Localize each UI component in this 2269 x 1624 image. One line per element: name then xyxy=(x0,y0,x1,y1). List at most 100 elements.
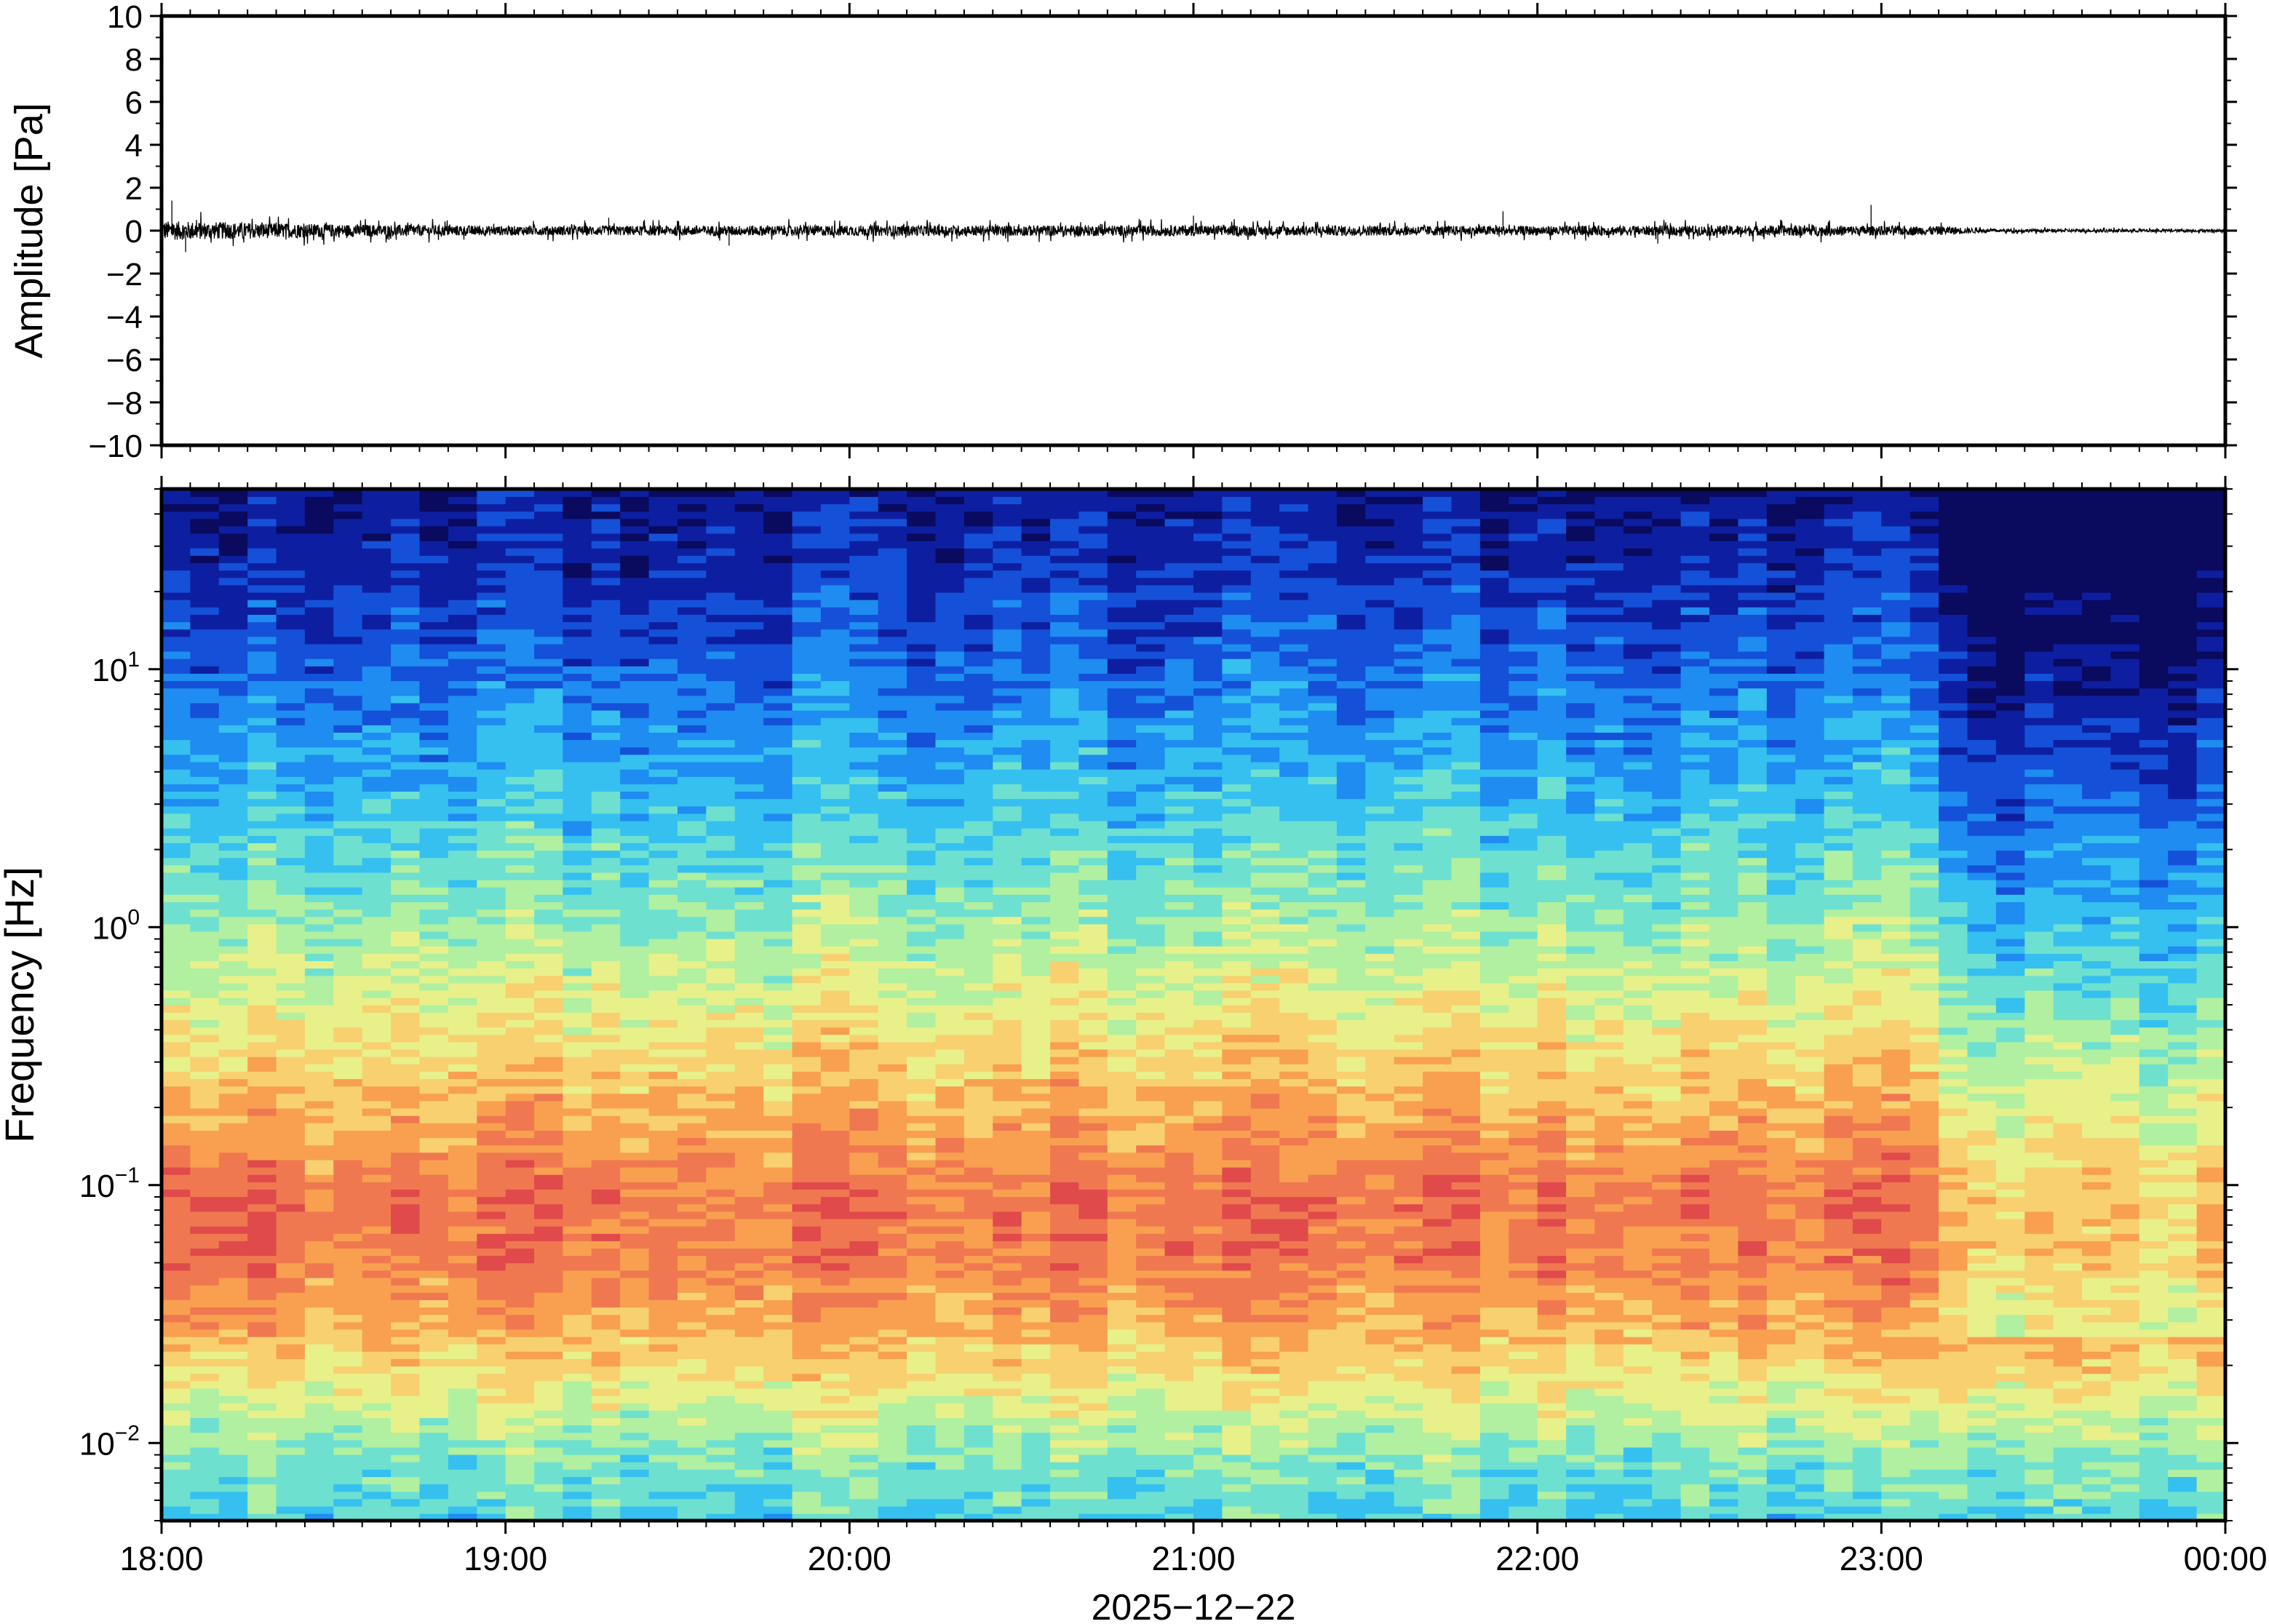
spectrogram-cell xyxy=(333,1182,363,1190)
spectrogram-cell xyxy=(677,784,707,792)
spectrogram-cell xyxy=(333,1064,363,1072)
spectrogram-cell xyxy=(935,1329,965,1337)
spectrogram-cell xyxy=(247,990,277,998)
spectrogram-cell xyxy=(1021,864,1051,873)
spectrogram-cell xyxy=(1021,555,1051,564)
spectrogram-cell xyxy=(677,577,707,586)
spectrogram-cell xyxy=(162,805,191,814)
spectrogram-cell xyxy=(190,1107,220,1116)
spectrogram-cell xyxy=(907,1277,937,1286)
spectrogram-cell xyxy=(620,680,650,689)
spectrogram-cell xyxy=(304,1041,335,1050)
spectrogram-cell xyxy=(963,1395,994,1404)
spectrogram-cell xyxy=(677,548,707,556)
spectrogram-cell xyxy=(935,894,965,902)
spectrogram-cell xyxy=(563,1373,592,1382)
spectrogram-cell xyxy=(792,1107,822,1116)
spectrogram-cell xyxy=(563,709,592,718)
spectrogram-cell xyxy=(1078,1380,1108,1389)
spectrogram-cell xyxy=(1050,570,1080,578)
spectrogram-cell xyxy=(276,1123,306,1131)
spectrogram-cell xyxy=(276,1462,306,1470)
spectrogram-cell xyxy=(218,798,248,807)
spectrogram-cell xyxy=(419,607,449,615)
spectrogram-cell xyxy=(1050,1491,1080,1500)
spectrogram-cell xyxy=(247,791,277,800)
spectrogram-cell xyxy=(1021,1366,1051,1374)
spectrogram-cell xyxy=(448,1130,478,1139)
spectrogram-cell xyxy=(534,1064,564,1072)
spectrogram-cell xyxy=(963,1417,994,1426)
spectrogram-cell xyxy=(448,1064,478,1072)
spectrogram-cell xyxy=(620,1159,650,1168)
spectrogram-cell xyxy=(648,1314,678,1323)
spectrogram-cell xyxy=(534,1366,564,1374)
spectrogram-cell xyxy=(362,1064,392,1072)
spectrogram-cell xyxy=(706,643,736,652)
spectrogram-cell xyxy=(963,1469,994,1477)
spectrogram-cell xyxy=(276,496,306,504)
spectrogram-cell xyxy=(648,1145,678,1153)
spectrogram-cell xyxy=(304,1262,335,1271)
spectrogram-cell xyxy=(820,1241,851,1249)
spectrogram-cell xyxy=(907,636,937,645)
spectrogram-cell xyxy=(477,709,506,718)
spectrogram-cell xyxy=(1107,1012,1137,1020)
spectrogram-cell xyxy=(993,975,1022,984)
spectrogram-cell xyxy=(362,1130,392,1139)
spectrogram-cell xyxy=(218,1115,248,1123)
spectrogram-cell xyxy=(763,607,793,615)
spectrogram-cell xyxy=(1021,1218,1051,1227)
spectrogram-cell xyxy=(1078,776,1108,784)
spectrogram-cell xyxy=(563,1174,592,1182)
spectrogram-cell xyxy=(247,776,277,784)
spectrogram-cell xyxy=(1107,614,1137,623)
spectrogram-cell xyxy=(419,1373,449,1382)
spectrogram-cell xyxy=(993,702,1022,711)
spectrogram-cell xyxy=(963,813,994,821)
spectrogram-cell xyxy=(190,1262,220,1271)
spectrogram-cell xyxy=(706,1233,736,1241)
spectrogram-cell xyxy=(792,872,822,880)
spectrogram-cell xyxy=(993,938,1022,947)
spectrogram-cell xyxy=(333,1203,363,1212)
spectrogram-cell xyxy=(419,1262,449,1271)
spectrogram-cell xyxy=(333,1307,363,1315)
spectrogram-cell xyxy=(162,518,191,527)
spectrogram-cell xyxy=(391,1462,421,1470)
spectrogram-cell xyxy=(935,1019,965,1028)
spectrogram-cell xyxy=(362,496,392,504)
spectrogram-cell xyxy=(505,1462,535,1470)
spectrogram-cell xyxy=(878,835,907,843)
spectrogram-cell xyxy=(878,1034,907,1043)
spectrogram-cell xyxy=(362,650,392,659)
spectrogram-cell xyxy=(477,1351,506,1359)
spectrogram-cell xyxy=(993,1233,1022,1241)
spectrogram-cell xyxy=(620,879,650,888)
spectrogram-cell xyxy=(706,1248,736,1257)
spectrogram-cell xyxy=(820,1100,851,1109)
spectrogram-cell xyxy=(162,768,191,777)
spectrogram-cell xyxy=(792,953,822,961)
spectrogram-cell xyxy=(276,1048,306,1057)
spectrogram-cell xyxy=(734,1432,764,1441)
spectrogram-cell xyxy=(247,1476,277,1485)
spectrogram-cell xyxy=(763,702,793,711)
spectrogram-cell xyxy=(304,1292,335,1300)
spectrogram-cell xyxy=(419,894,449,902)
spectrogram-cell xyxy=(763,621,793,630)
spectrogram-cell xyxy=(333,938,363,947)
spectrogram-cell xyxy=(792,1439,822,1448)
spectrogram-cell xyxy=(620,953,650,961)
spectrogram-cell xyxy=(276,1299,306,1307)
spectrogram-cell xyxy=(591,872,621,880)
spectrogram-cell xyxy=(1107,960,1137,969)
spectrogram-cell xyxy=(648,1182,678,1190)
spectrogram-cell xyxy=(362,997,392,1006)
spectrogram-cell xyxy=(963,540,994,549)
spectrogram-cell xyxy=(247,680,277,689)
spectrogram-cell xyxy=(333,916,363,925)
spectrogram-cell xyxy=(333,1358,363,1367)
spectrogram-cell xyxy=(1136,1395,1166,1404)
spectrogram-cell xyxy=(963,533,994,541)
